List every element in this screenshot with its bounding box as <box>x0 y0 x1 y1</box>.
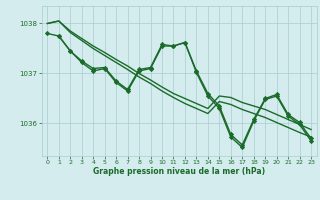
X-axis label: Graphe pression niveau de la mer (hPa): Graphe pression niveau de la mer (hPa) <box>93 167 265 176</box>
